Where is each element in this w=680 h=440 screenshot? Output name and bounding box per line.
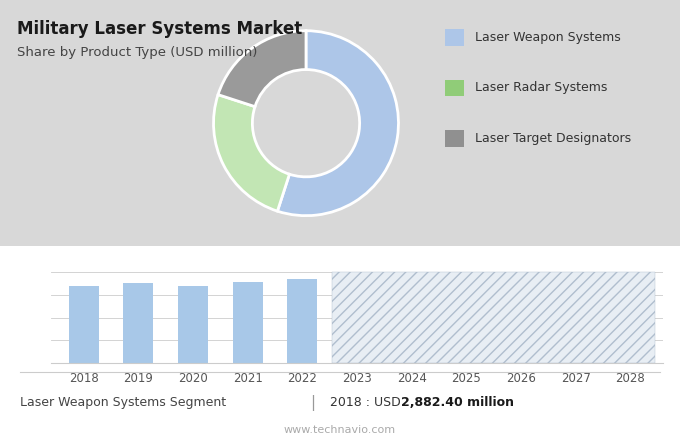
Bar [178, 286, 208, 363]
Bar [123, 283, 154, 363]
Text: Share by Product Type (USD million): Share by Product Type (USD million) [17, 46, 257, 59]
Text: Laser Radar Systems: Laser Radar Systems [475, 81, 607, 95]
Text: Laser Weapon Systems Segment: Laser Weapon Systems Segment [20, 396, 226, 409]
Text: www.technavio.com: www.technavio.com [284, 425, 396, 435]
Wedge shape [214, 95, 290, 211]
Text: Military Laser Systems Market: Military Laser Systems Market [17, 20, 302, 38]
Text: 2018 : USD: 2018 : USD [330, 396, 405, 409]
Wedge shape [277, 31, 398, 216]
Bar [69, 286, 99, 363]
Text: |: | [310, 395, 316, 411]
Bar [288, 279, 318, 363]
Text: 2,882.40 million: 2,882.40 million [401, 396, 514, 409]
Bar [333, 272, 655, 363]
Wedge shape [218, 31, 306, 106]
Bar [233, 282, 262, 363]
Text: Laser Weapon Systems: Laser Weapon Systems [475, 31, 620, 44]
Text: Laser Target Designators: Laser Target Designators [475, 132, 631, 145]
